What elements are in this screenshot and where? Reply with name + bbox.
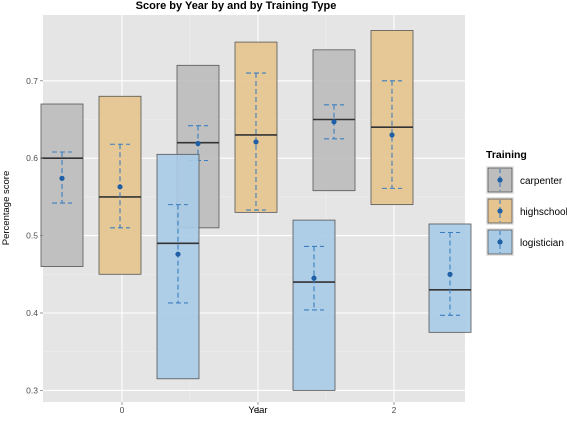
box-logistician: [428, 223, 472, 333]
y-tick-label: 0.7: [26, 76, 38, 86]
legend-key-point: [497, 239, 503, 245]
x-tick-label: 0: [120, 405, 125, 415]
mean-point: [253, 139, 259, 145]
legend-title: Training: [486, 149, 527, 161]
mean-point: [331, 119, 337, 125]
legend: Training carpenter highschool logistician: [486, 149, 567, 256]
mean-point: [59, 175, 65, 181]
mean-point: [389, 132, 395, 138]
y-axis-ticks: 0.3 0.4 0.5 0.6 0.7: [26, 76, 43, 395]
x-tick-label: 2: [392, 405, 397, 415]
mean-point: [117, 184, 123, 190]
mean-point: [175, 251, 181, 257]
mean-point: [447, 271, 453, 277]
box-logistician: [156, 153, 200, 380]
y-tick-label: 0.4: [26, 308, 38, 318]
x-tick-label: 1: [256, 405, 261, 415]
y-axis-label: Percentage score: [1, 171, 12, 245]
mean-point: [311, 275, 317, 281]
legend-key-point: [497, 208, 503, 214]
boxes: [40, 30, 472, 391]
y-tick-label: 0.5: [26, 231, 38, 241]
x-axis-ticks: 0 1 2: [120, 402, 397, 415]
box-highschool: [234, 41, 278, 213]
legend-label-highschool: highschool: [520, 207, 567, 218]
legend-label-carpenter: carpenter: [520, 176, 563, 187]
legend-label-logistician: logistician: [520, 238, 564, 249]
legend-key-point: [497, 177, 503, 183]
y-tick-label: 0.3: [26, 385, 38, 395]
x-axis-label: Year: [248, 405, 267, 416]
mean-point: [195, 140, 201, 147]
chart-title: Score by Year by and by Training Type: [136, 0, 337, 12]
y-tick-label: 0.6: [26, 153, 38, 163]
